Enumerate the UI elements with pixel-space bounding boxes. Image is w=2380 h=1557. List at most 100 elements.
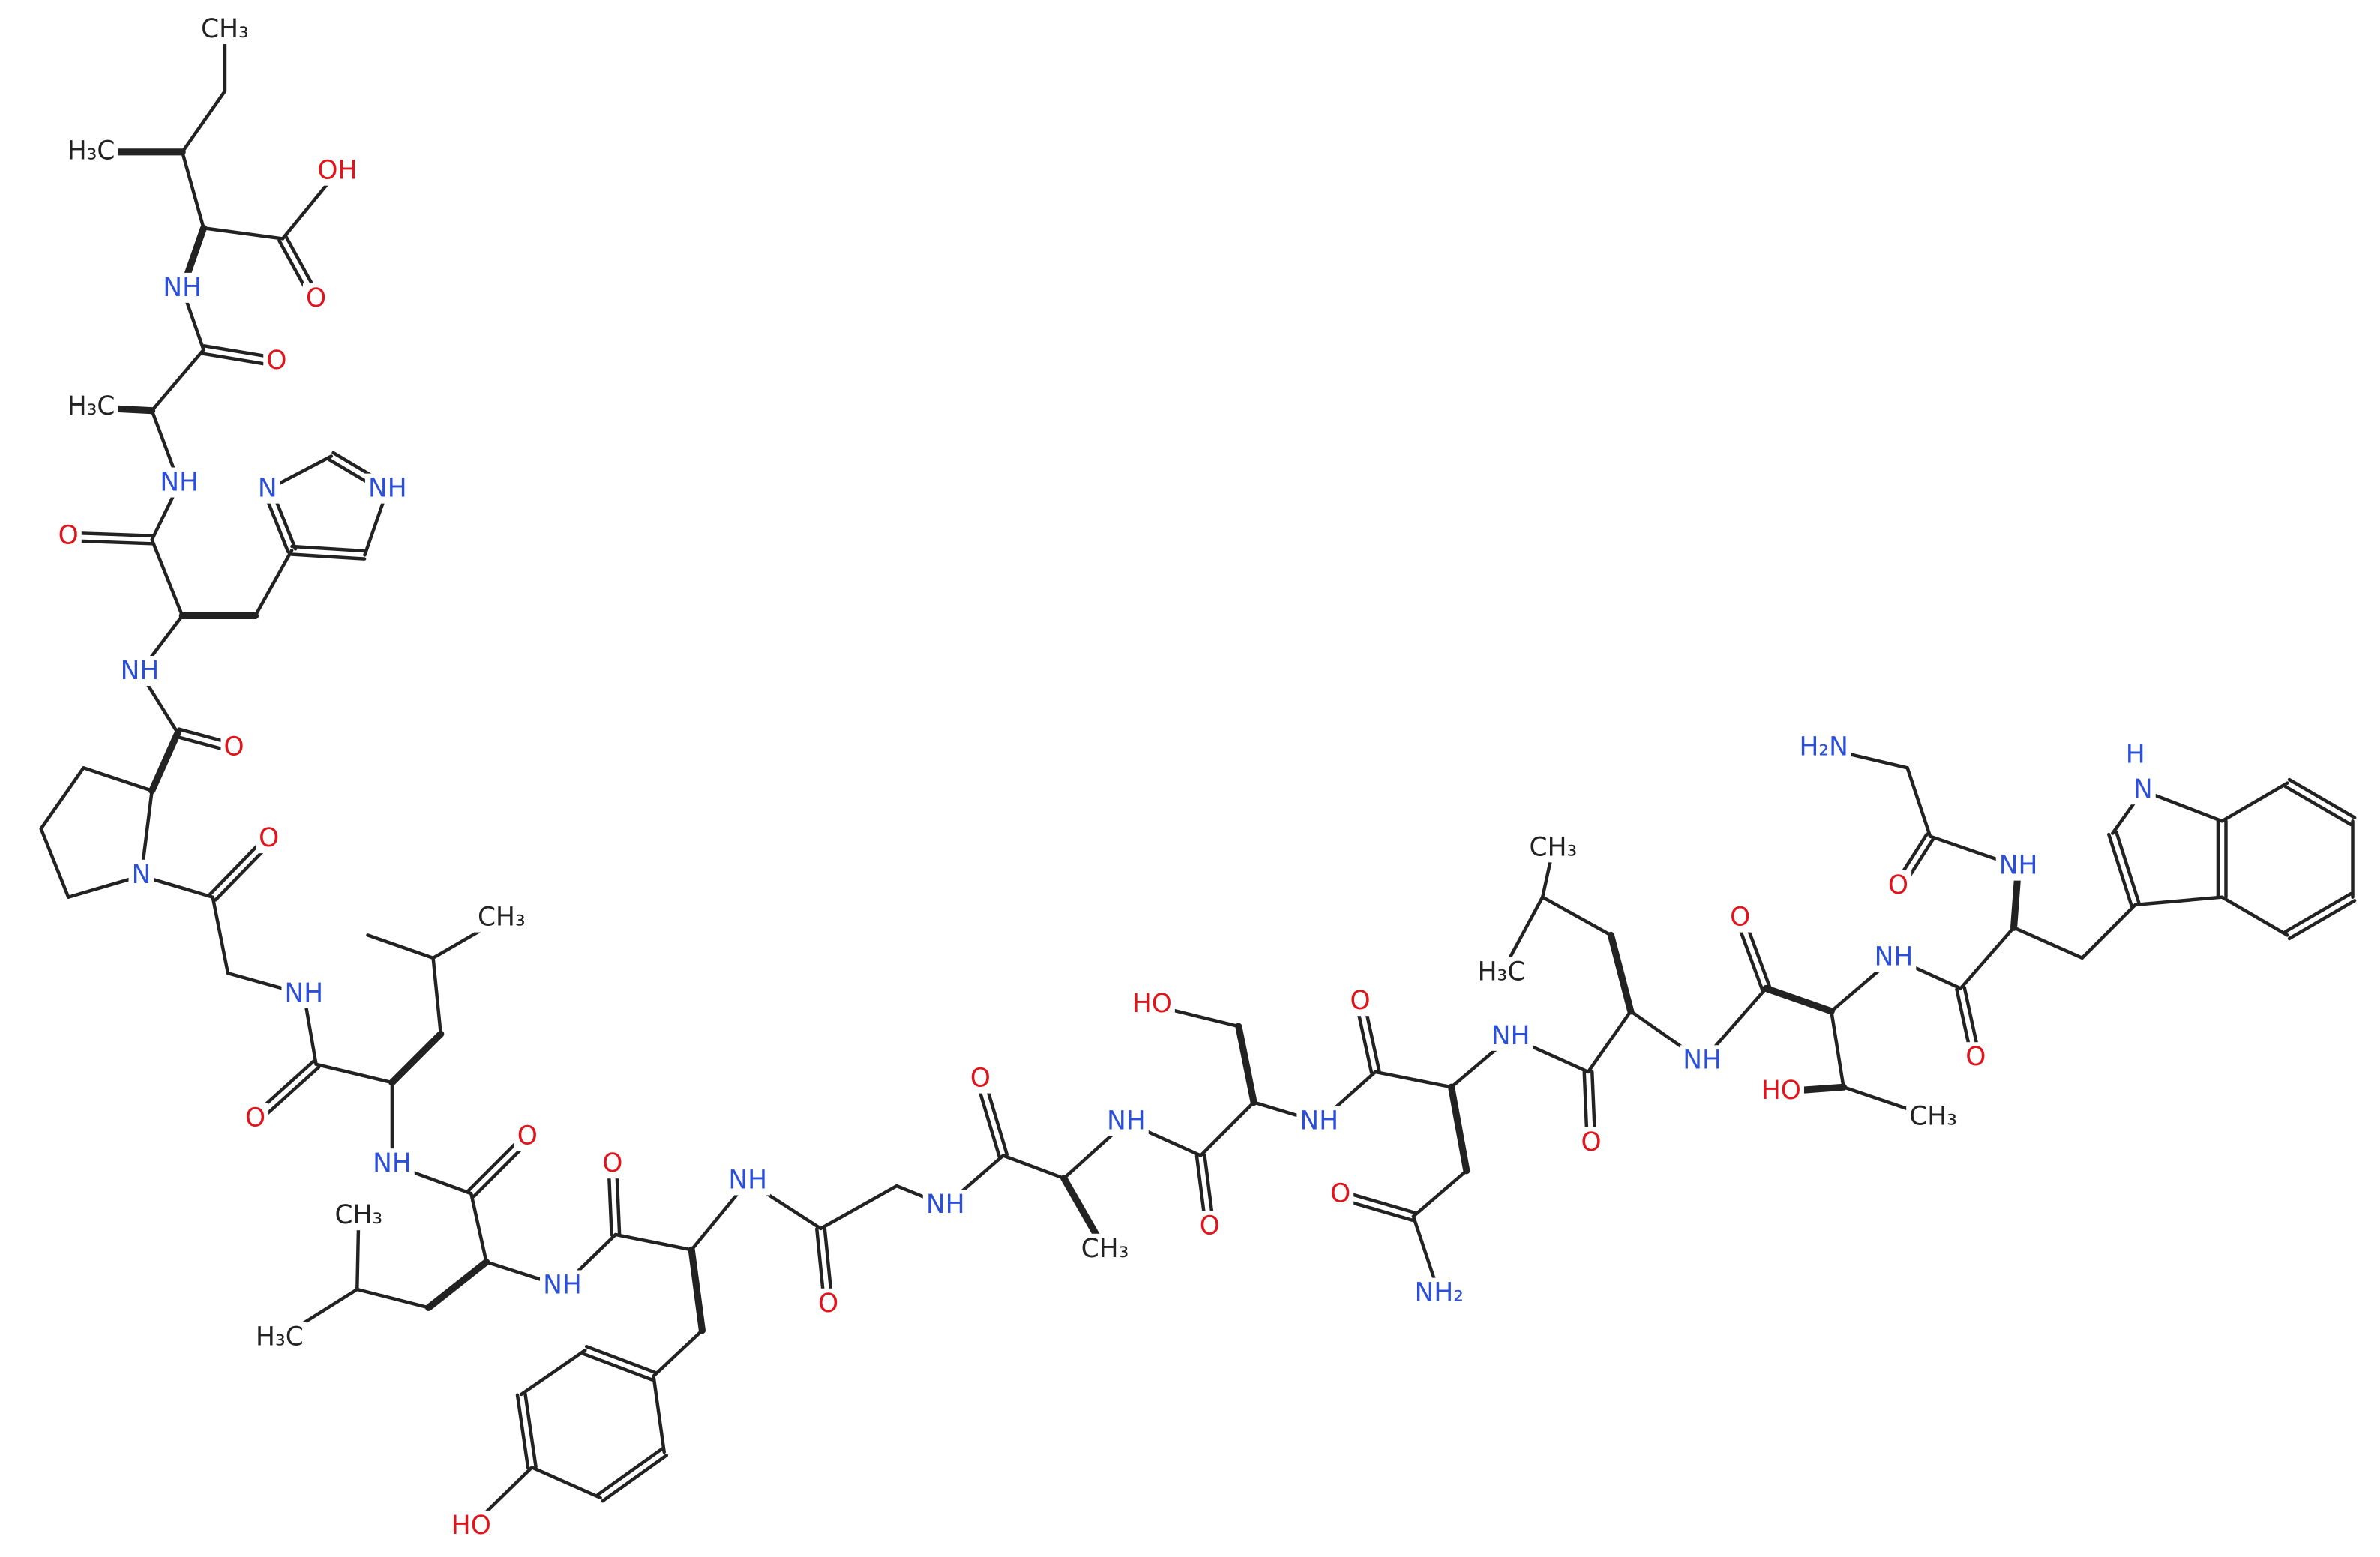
atom-label: HO xyxy=(1761,1076,1801,1106)
bond xyxy=(2287,777,2357,819)
atom: H₃C xyxy=(1474,957,1529,987)
atom-label: CH₃ xyxy=(1909,1101,1957,1131)
atom-label: NH xyxy=(1999,851,2038,881)
bond xyxy=(2080,903,2137,960)
bond xyxy=(1448,1083,1470,1175)
label-mask xyxy=(815,1288,842,1319)
atom: NH xyxy=(540,1270,585,1301)
atom-label: O xyxy=(970,1064,991,1094)
atom: NH xyxy=(725,1165,771,1196)
bond xyxy=(519,1348,587,1397)
atom: CH₃ xyxy=(474,902,529,933)
label-mask xyxy=(1758,1075,1804,1106)
atom: O xyxy=(263,346,290,376)
atom: NH xyxy=(370,1148,415,1179)
bond xyxy=(355,1287,430,1310)
atom-label: CH₃ xyxy=(1530,832,1578,862)
atom-label: O xyxy=(818,1289,838,1319)
atom-label: NH xyxy=(121,656,160,686)
bond xyxy=(613,1232,694,1252)
bond xyxy=(211,895,230,975)
bond xyxy=(1198,1100,1256,1157)
atom: NH xyxy=(922,1189,968,1220)
atom: CH₃ xyxy=(198,14,252,45)
bond xyxy=(66,539,154,546)
label-mask xyxy=(64,391,118,422)
bonds xyxy=(39,28,2357,1529)
atom-label: OH xyxy=(317,156,357,186)
atom-label: N xyxy=(2133,774,2153,804)
atom-label: NH xyxy=(728,1165,767,1195)
bond xyxy=(180,150,205,230)
bond xyxy=(2283,891,2353,934)
label-mask xyxy=(1727,902,1754,933)
bond xyxy=(314,1062,394,1085)
atom: NH xyxy=(1680,1045,1725,1076)
atom-label: H₃C xyxy=(1478,957,1526,987)
atom-label: O xyxy=(266,346,286,376)
atom-label: O xyxy=(245,1103,265,1133)
bond xyxy=(819,1184,899,1231)
bond xyxy=(180,89,227,154)
atom: O xyxy=(241,1103,269,1133)
bond xyxy=(67,531,154,538)
atom: NH xyxy=(1103,1106,1149,1136)
atom: O xyxy=(220,732,247,762)
atom: CH₃ xyxy=(331,1200,386,1231)
bond xyxy=(2012,926,2084,960)
bond xyxy=(202,226,285,241)
atom: O xyxy=(256,823,283,854)
atom-label: CH₃ xyxy=(201,14,249,44)
bond xyxy=(1001,1154,1066,1181)
bond xyxy=(1374,1070,1453,1089)
atom-label: CH₃ xyxy=(1081,1234,1129,1264)
label-mask xyxy=(281,978,327,1009)
atom-label: O xyxy=(602,1148,622,1178)
label-mask xyxy=(1347,986,1374,1017)
atom: O xyxy=(1578,1127,1605,1157)
bond xyxy=(688,1246,706,1334)
atom: NH xyxy=(1488,1020,1533,1051)
bond xyxy=(39,766,85,831)
atom-label: NH xyxy=(160,467,199,497)
label-mask xyxy=(448,1510,494,1541)
atom-label: O xyxy=(306,283,326,313)
label-mask xyxy=(128,859,154,890)
label-mask xyxy=(1411,1277,1467,1308)
bond xyxy=(150,348,205,412)
bond xyxy=(39,827,70,899)
atom-label: O xyxy=(517,1121,538,1151)
bond xyxy=(2133,895,2224,907)
label-mask xyxy=(474,902,529,933)
atom-label: NH xyxy=(163,273,202,303)
label-mask xyxy=(1196,1211,1223,1241)
atom-label: O xyxy=(58,520,79,550)
label-mask xyxy=(241,1103,269,1133)
label-mask xyxy=(220,732,247,762)
atom: HO xyxy=(1129,989,1175,1020)
atom: NH xyxy=(281,978,327,1009)
bond xyxy=(2115,830,2141,906)
atom: O xyxy=(1727,902,1754,933)
atom-label: NH xyxy=(285,978,324,1008)
atom-label: NH xyxy=(1491,1021,1530,1051)
atom: H₃C xyxy=(253,1322,307,1352)
atom: HO xyxy=(448,1510,494,1541)
label-mask xyxy=(263,346,290,376)
bond xyxy=(1830,1009,1845,1089)
atom: O xyxy=(815,1288,842,1319)
bond xyxy=(150,537,184,618)
label-mask xyxy=(1526,832,1581,863)
atom: H₃C xyxy=(64,136,118,166)
label-mask xyxy=(160,272,205,303)
atom: NH xyxy=(1296,1106,1342,1136)
label-mask xyxy=(198,14,252,45)
label-mask xyxy=(256,823,283,854)
bond xyxy=(1607,931,1635,1015)
label-mask xyxy=(725,1165,771,1196)
bond xyxy=(523,1391,538,1469)
atom: H₂N xyxy=(1796,732,1851,762)
label-mask xyxy=(1906,1101,1961,1132)
atom: O xyxy=(302,283,330,314)
